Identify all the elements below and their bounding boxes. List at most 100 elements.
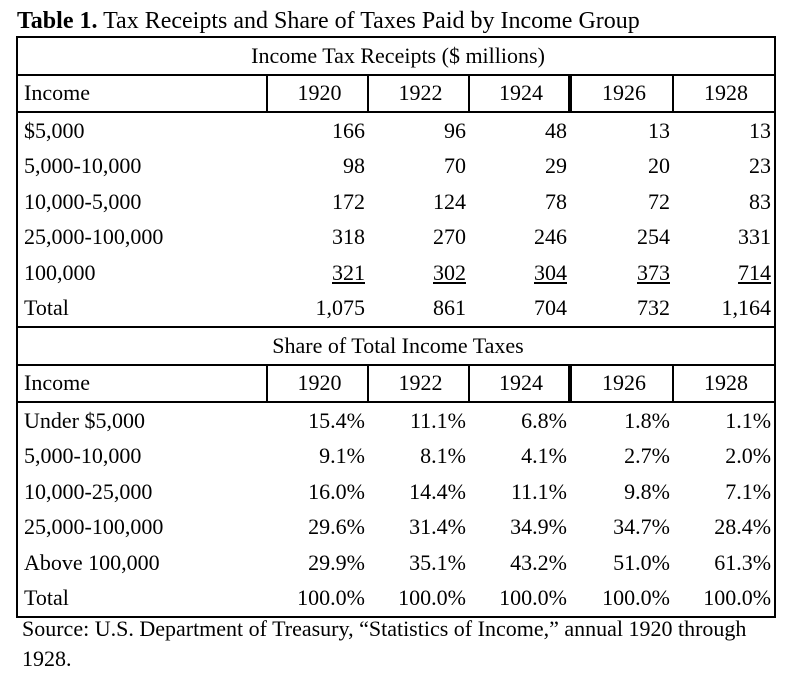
- table-cell: 714: [673, 255, 775, 291]
- table-cell: 270: [433, 224, 466, 250]
- table-cell: 246: [534, 224, 567, 250]
- column-header: 1922: [367, 363, 469, 403]
- table-cell: 29: [545, 153, 567, 179]
- table-cell: 13: [749, 117, 772, 143]
- table-cell: 1,164: [721, 295, 772, 321]
- row-label: Total: [24, 295, 69, 321]
- table-cell: 100.0%: [602, 585, 670, 611]
- table-cell: 43.2%: [510, 549, 567, 575]
- table-cell: 100.0%: [398, 585, 466, 611]
- row-label: Under $5,000: [24, 407, 145, 433]
- tax-table: Income Tax Receipts ($ millions) Income …: [16, 36, 777, 618]
- table-cell: 254: [637, 224, 670, 250]
- table-cell: 48: [545, 117, 567, 143]
- table-row: Above 100,000 29.9% 35.1% 43.2% 51.0% 61…: [17, 545, 775, 581]
- table-cell: 1.1%: [725, 407, 772, 433]
- table-cell: 11.1%: [510, 478, 567, 504]
- table-cell: 13: [648, 117, 670, 143]
- table-cell: 1,075: [315, 295, 366, 321]
- table-row: 10,000-5,000 172 124 78 72 83: [17, 184, 775, 220]
- column-header: Income: [17, 363, 267, 403]
- column-header: Income: [17, 73, 267, 113]
- table-cell: 29.6%: [308, 514, 365, 540]
- table-cell: 51.0%: [613, 549, 670, 575]
- table-cell: 124: [433, 188, 466, 214]
- table-cell: 331: [738, 224, 772, 250]
- table-cell: 20: [648, 153, 670, 179]
- table-row: $5,000 166 96 48 13 13: [17, 112, 775, 149]
- column-header: 1922: [367, 73, 469, 113]
- cell-value: 321: [332, 259, 365, 285]
- table-cell: 166: [332, 117, 365, 143]
- table-cell: 28.4%: [714, 514, 772, 540]
- table-cell: 100.0%: [499, 585, 567, 611]
- table-cell: 61.3%: [714, 549, 772, 575]
- table-cell: 304: [469, 255, 570, 291]
- table-cell: 100.0%: [703, 585, 772, 611]
- table-row: 10,000-25,000 16.0% 14.4% 11.1% 9.8% 7.1…: [17, 474, 775, 510]
- table-label: Table 1.: [17, 8, 98, 34]
- table-cell: 704: [534, 295, 567, 321]
- column-header: 1928: [671, 73, 776, 113]
- table-cell: 7.1%: [725, 478, 772, 504]
- cell-value: 304: [534, 259, 567, 285]
- table-cell: 34.9%: [510, 514, 567, 540]
- table-cell: 172: [332, 188, 365, 214]
- table-row: 5,000-10,000 98 70 29 20 23: [17, 149, 775, 185]
- table-cell: 861: [433, 295, 466, 321]
- table-cell: 2.7%: [624, 443, 670, 469]
- column-header-row: Income 1920 1922 1924 1926 1928: [17, 73, 776, 113]
- table-cell: 29.9%: [308, 549, 365, 575]
- cell-value: 714: [738, 259, 772, 285]
- table-title-text: Tax Receipts and Share of Taxes Paid by …: [103, 8, 640, 34]
- row-label: 100,000: [24, 259, 96, 285]
- section-heading-receipts: Income Tax Receipts ($ millions): [251, 42, 545, 68]
- table-cell: 4.1%: [521, 443, 567, 469]
- table-cell: 373: [570, 255, 673, 291]
- row-label: Total: [24, 585, 69, 611]
- section-heading-row: Income Tax Receipts ($ millions): [17, 37, 775, 75]
- table-cell: 83: [749, 188, 772, 214]
- table-cell: 1.8%: [624, 407, 670, 433]
- section-heading-row: Share of Total Income Taxes: [17, 326, 776, 365]
- source-note: Source: U.S. Department of Treasury, “St…: [22, 616, 747, 671]
- section-heading-shares: Share of Total Income Taxes: [17, 326, 776, 365]
- table-cell: 732: [637, 295, 670, 321]
- column-header: 1924: [468, 73, 570, 113]
- column-header: 1926: [568, 73, 673, 113]
- table-cell: 100.0%: [297, 585, 365, 611]
- row-label: 25,000-100,000: [24, 514, 164, 540]
- table-row: 25,000-100,000 318 270 246 254 331: [17, 220, 775, 256]
- column-header-row: Income 1920 1922 1924 1926 1928: [17, 363, 776, 403]
- row-label: 25,000-100,000: [24, 224, 164, 250]
- table-cell: 23: [749, 153, 772, 179]
- table-cell: 78: [545, 188, 567, 214]
- table-title: Table 1. Tax Receipts and Share of Taxes…: [17, 6, 787, 36]
- table-cell: 9.1%: [319, 443, 365, 469]
- total-row: Total 100.0% 100.0% 100.0% 100.0% 100.0%: [17, 581, 775, 618]
- row-label: 5,000-10,000: [24, 153, 142, 179]
- row-label: Above 100,000: [24, 549, 160, 575]
- table-row: 5,000-10,000 9.1% 8.1% 4.1% 2.7% 2.0%: [17, 439, 775, 475]
- column-header: 1926: [568, 363, 673, 403]
- row-label: 10,000-5,000: [24, 188, 142, 214]
- table-cell: 96: [444, 117, 466, 143]
- column-header: 1928: [671, 363, 776, 403]
- table-row: 100,000 321 302 304 373 714: [17, 255, 775, 291]
- cell-value: 302: [433, 259, 466, 285]
- table-cell: 302: [368, 255, 469, 291]
- row-label: $5,000: [24, 117, 85, 143]
- table-cell: 8.1%: [420, 443, 466, 469]
- table-cell: 318: [332, 224, 365, 250]
- total-row: Total 1,075 861 704 732 1,164: [17, 291, 775, 328]
- column-header: 1920: [266, 363, 368, 403]
- column-header: 1920: [266, 73, 368, 113]
- table-cell: 16.0%: [308, 478, 365, 504]
- table-cell: 15.4%: [308, 407, 365, 433]
- table-cell: 9.8%: [624, 478, 670, 504]
- table-cell: 11.1%: [409, 407, 466, 433]
- table-cell: 31.4%: [409, 514, 466, 540]
- row-label: 10,000-25,000: [24, 478, 153, 504]
- table-cell: 34.7%: [613, 514, 670, 540]
- table-cell: 70: [444, 153, 466, 179]
